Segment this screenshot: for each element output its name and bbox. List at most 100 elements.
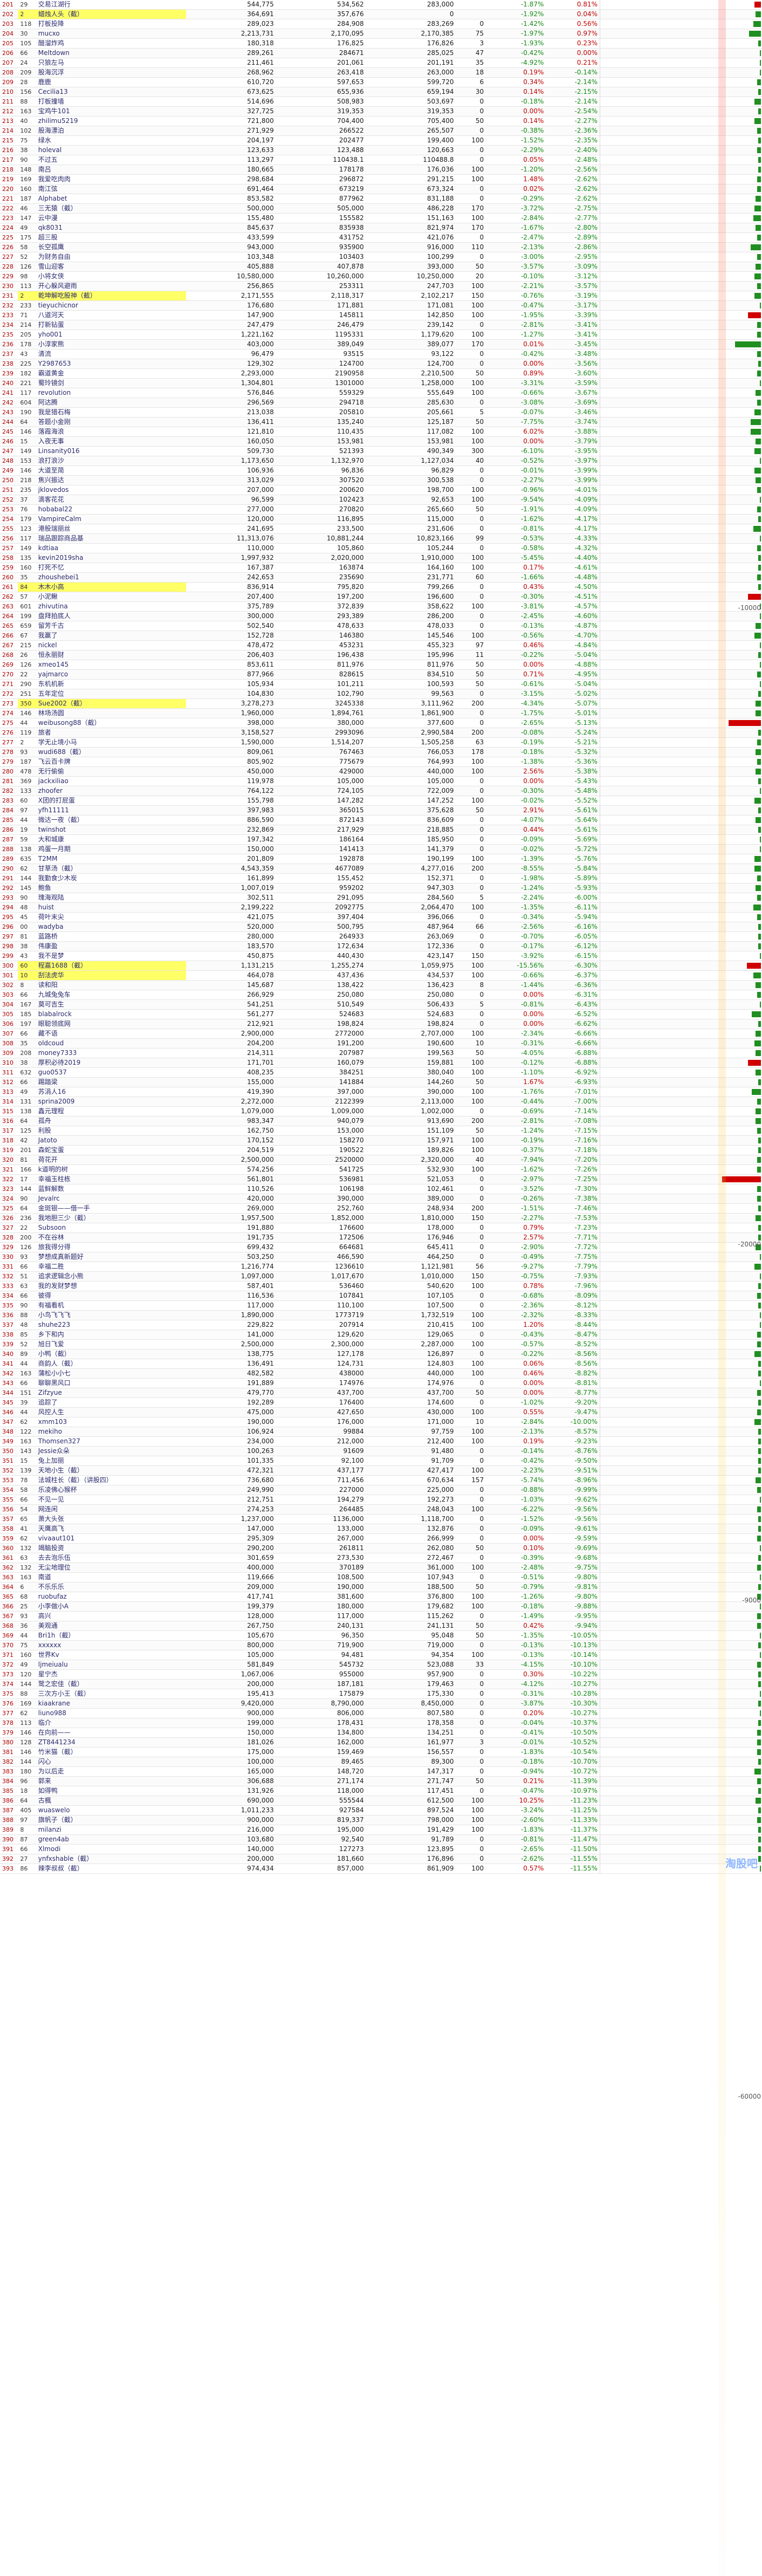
row-value-3: 191,429 [366,1825,456,1835]
row-total-change: -10.37% [546,1718,600,1728]
table-row: 275 44 weibusong88（截） 398,000 380,000 377,600… [0,718,762,728]
row-bar [757,759,761,765]
row-bar [753,972,761,978]
row-bar-cell [600,1097,762,1107]
row-bar [758,1584,761,1590]
row-value-1: 544,775 [186,0,276,10]
row-rank: 360 [0,1543,18,1553]
row-value-3: 265,660 [366,504,456,515]
row-value-1: 853,611 [186,660,276,670]
row-rank: 210 [0,87,18,97]
row-total-change: -4.33% [546,533,600,544]
row-value-2: 390,000 [276,1194,366,1204]
row-name: green4ab [36,1834,186,1845]
table-row: 319 201 森蛇宝蛋 204,519 190522 189,826 100 -0.37% -… [0,1145,762,1155]
row-value-1: 121,810 [186,427,276,437]
table-row: 392 27 ynfxshable（截） 200,000 181,660 176,896 0… [0,1854,762,1864]
row-value-4: 100 [456,388,486,398]
row-name: Sue2002（截） [36,698,186,709]
row-change: -1.26% [486,1592,546,1602]
row-value-2: 1,894,761 [276,708,366,718]
row-index: 180 [18,1766,36,1777]
row-value-2: 174976 [276,1378,366,1388]
row-index: 218 [18,475,36,485]
row-rank: 255 [0,524,18,534]
row-value-2: 8,790,000 [276,1698,366,1709]
row-change: -0.31% [486,1038,546,1049]
row-value-4: 100 [456,1339,486,1349]
row-bar [758,108,761,114]
row-name: 霸道黄金 [36,368,186,379]
row-total-change: -9.62% [546,1495,600,1505]
row-name: Alphabet [36,194,186,204]
row-value-3: 94,354 [366,1650,456,1660]
row-bar-cell [600,572,762,583]
row-value-2: 217,929 [276,825,366,835]
row-bar-cell [600,1407,762,1417]
row-bar [757,400,761,406]
row-value-3: 117,082 [366,427,456,437]
row-bar [757,332,761,338]
row-bar-cell [600,1766,762,1777]
row-bar-cell [600,1300,762,1311]
row-rank: 276 [0,728,18,738]
row-value-4: 50 [456,1126,486,1136]
row-bar [753,526,761,532]
row-change: -2.84% [486,213,546,223]
row-value-1: 212,921 [186,1019,276,1029]
row-change: -1.38% [486,757,546,767]
row-index: 131 [18,1097,36,1107]
row-value-4: 10 [456,1038,486,1049]
row-bar [760,1574,761,1580]
row-value-3: 1,127,034 [366,456,456,466]
row-total-change: -7.14% [546,1106,600,1116]
row-value-1: 690,000 [186,1796,276,1806]
row-rank: 298 [0,941,18,951]
row-change: 0.00% [486,776,546,786]
row-name: 荷叶末尖 [36,912,186,922]
row-value-4: 50 [456,669,486,680]
table-row: 310 38 厚积必待2019 171,701 160,079 159,881 100 -0.… [0,1058,762,1068]
row-rank: 385 [0,1786,18,1796]
row-name: 鹭之宏佳（截） [36,1679,186,1689]
row-value-4: 50 [456,1077,486,1087]
row-name: 踢踏梁 [36,1077,186,1087]
row-value-1: 983,347 [186,1116,276,1126]
row-change: -1.62% [486,514,546,524]
row-value-1: 207,400 [186,592,276,602]
row-total-change: 0.56% [546,19,600,29]
row-total-change: -5.61% [546,805,600,816]
row-value-4: 0 [456,1572,486,1582]
row-index: 118 [18,19,36,29]
row-total-change: -10.27% [546,1679,600,1689]
row-value-2: 2993096 [276,728,366,738]
row-value-1: 900,000 [186,1708,276,1718]
row-bar-cell [600,1854,762,1864]
row-total-change: -5.94% [546,912,600,922]
row-bar-cell [600,58,762,68]
row-rank: 318 [0,1135,18,1146]
row-name: 股海沉浮 [36,67,186,78]
row-value-2: 819,337 [276,1815,366,1825]
row-value-1: 207,000 [186,485,276,495]
row-value-1: 561,277 [186,1009,276,1019]
table-row: 318 42 Jatoto 170,152 158270 157,971 100 -0.19%… [0,1135,762,1146]
table-row: 210 156 Cecilia13 673,625 655,936 659,194 30 0.… [0,87,762,97]
row-value-3: 455,323 [366,640,456,650]
row-change: -4.34% [486,698,546,709]
row-bar-cell [600,126,762,136]
row-value-4: 8 [456,980,486,990]
row-name: 打板撞墙 [36,97,186,107]
row-value-1: 105,670 [186,1630,276,1641]
row-name: 鲍鱼 [36,883,186,893]
row-change: 0.00% [486,1533,546,1544]
row-bar [758,565,761,571]
row-rank: 250 [0,475,18,485]
row-change: -0.34% [486,912,546,922]
row-bar [758,1701,761,1707]
row-value-3: 199,563 [366,1048,456,1058]
row-rank: 272 [0,689,18,699]
row-value-1: 209,000 [186,1582,276,1592]
row-index: 2 [18,9,36,19]
row-name: 宝鸡牛101 [36,106,186,117]
